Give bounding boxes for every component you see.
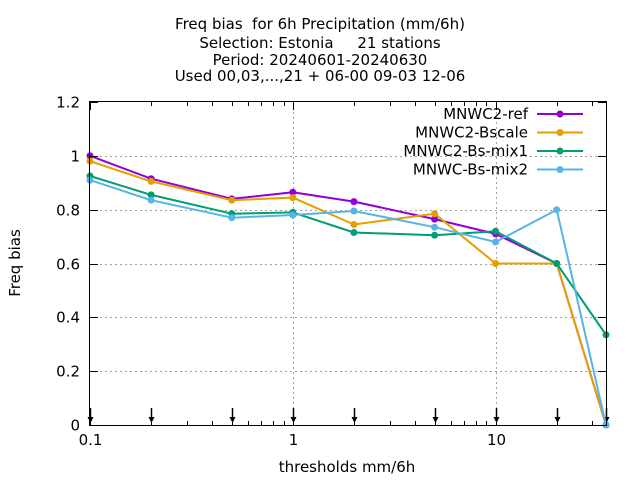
series-3-point [431,231,439,239]
series-3-point [147,191,155,199]
y-tick-label: 0.6 [56,256,80,274]
x-tick-label: 0.1 [79,431,103,449]
threshold-arrow-head [554,417,561,423]
plot-frame [89,101,607,426]
grid-lines [90,102,606,425]
legend-swatch-marker-3 [556,147,564,155]
legend: MNWC2-refMNWC2-BscaleMNWC2-Bs-mix1MNWC-B… [403,105,583,179]
y-tick-label: 0.4 [56,309,80,327]
threshold-arrow-head [148,417,155,423]
series-2-point [228,196,236,204]
series-2-point [350,221,358,228]
series-2-point [492,260,500,267]
series-4-point [147,196,155,204]
threshold-arrows [87,408,610,423]
chart-title-line-3: Period: 20240601-20240630 [212,51,428,69]
y-tick-label: 1 [70,148,80,166]
series-3-point [350,229,358,236]
legend-swatch-marker-1 [556,110,564,118]
series-line-1 [89,154,607,426]
series-1-point [350,198,358,206]
x-tick-label: 1 [289,431,299,449]
legend-label-4: MNWC-Bs-mix2 [413,161,528,179]
x-axis-ticks: 0.1 1 10 [79,102,593,449]
legend-label-2: MNWC2-Bscale [415,124,528,142]
series-3-point [492,227,500,235]
series-4-point [228,214,236,222]
legend-label-3: MNWC2-Bs-mix1 [403,142,528,160]
series-line-4 [89,179,607,426]
threshold-arrow-head [432,417,439,423]
chart-title-line-1: Freq bias for 6h Precipitation (mm/6h) [175,15,465,33]
x-tick-label: 10 [487,431,506,449]
threshold-arrow-head [229,417,236,423]
chart-title-line-4: Used 00,03,...,21 + 06-00 09-03 12-06 [174,67,466,85]
series-1-point [289,188,297,196]
y-tick-label: 0 [70,417,80,435]
y-tick-label: 0.2 [56,363,80,381]
y-axis-label: Freq bias [6,229,24,297]
y-axis-ticks: 0 0.2 0.4 0.6 0.8 1 1.2 [56,94,606,435]
series-4-point [553,206,561,214]
x-axis-label: thresholds mm/6h [279,458,416,476]
chart-title-line-2: Selection: Estonia 21 stations [199,34,441,52]
y-tick-label: 1.2 [56,94,80,112]
series-4-point [350,207,358,215]
legend-swatch-marker-4 [556,166,564,173]
series-2-point [431,210,439,218]
threshold-arrow-head [351,417,358,423]
legend-label-1: MNWC2-ref [443,105,528,123]
series-2-point [289,194,297,202]
series-1-point [431,215,439,223]
series-4-point [492,238,500,246]
series-4-point [431,223,439,231]
series-4-point [289,211,297,219]
legend-swatch-marker-2 [556,129,564,136]
series-group [86,152,610,429]
y-tick-label: 0.8 [56,202,80,220]
series-2-point [147,177,155,185]
series-3-point [553,260,561,267]
